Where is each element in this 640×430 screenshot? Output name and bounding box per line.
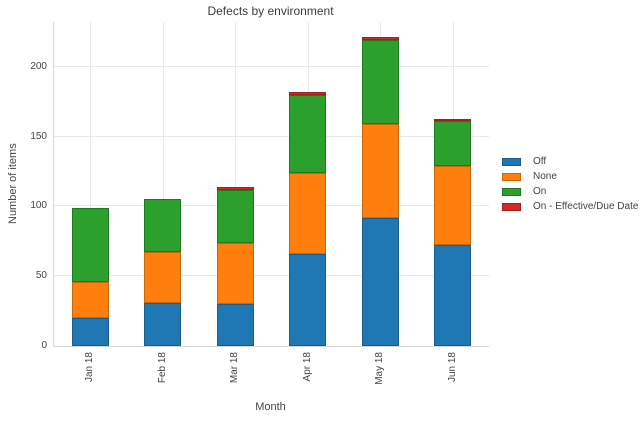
bar-segment[interactable]: [361, 123, 399, 218]
bar-segment[interactable]: [216, 242, 254, 305]
gridline-h: [54, 135, 489, 137]
x-tick-label: Mar 18: [229, 352, 241, 384]
bar-segment[interactable]: [434, 245, 472, 346]
chart-title: Defects by environment: [207, 4, 334, 18]
legend-item[interactable]: Off: [502, 156, 638, 168]
bar-segment[interactable]: [361, 217, 399, 346]
x-axis-title: Month: [255, 401, 286, 413]
bar-segment[interactable]: [144, 199, 182, 253]
legend-swatch: [502, 158, 521, 166]
bar-segment[interactable]: [144, 252, 182, 303]
plot-area: 0 50 100 150 200 Jan 18 Feb 18 Mar 18 Apr 18 May …: [30, 22, 489, 385]
x-tick-label: Jun 18: [446, 352, 458, 383]
bar-segment[interactable]: [216, 189, 254, 243]
y-tick-label: 100: [30, 200, 47, 212]
x-tick-label: Apr 18: [301, 352, 313, 382]
bar-segment[interactable]: [144, 302, 182, 346]
bar-segment[interactable]: [71, 318, 109, 346]
bar-segment[interactable]: [289, 253, 327, 346]
bar-segment[interactable]: [434, 165, 472, 246]
x-tick-label: Jan 18: [84, 352, 96, 383]
gridline-h: [54, 65, 489, 67]
bar-segment[interactable]: [434, 121, 472, 166]
y-tick-label: 0: [41, 340, 47, 351]
gridline-v: [235, 22, 237, 346]
legend-item[interactable]: On - Effective/Due Date: [502, 201, 638, 213]
bar-segment[interactable]: [216, 304, 254, 346]
legend-swatch: [502, 173, 521, 181]
y-tick-label: 200: [30, 60, 47, 72]
legend: Off None On On - Effective/Due Date: [502, 156, 638, 216]
y-tick-label: 50: [35, 270, 47, 282]
bar-segment[interactable]: [289, 172, 327, 254]
legend-label: None: [533, 171, 557, 182]
bar-segment[interactable]: [71, 281, 109, 319]
legend-label: Off: [533, 156, 547, 167]
bar-segment[interactable]: [361, 37, 399, 41]
legend-label: On: [533, 186, 547, 197]
legend-swatch: [502, 203, 521, 211]
bar-segment[interactable]: [216, 187, 254, 190]
legend-swatch: [502, 188, 521, 196]
gridline-v: [162, 22, 164, 346]
gridline-v: [90, 22, 92, 346]
x-tick-label: Feb 18: [156, 352, 168, 384]
bar-segment[interactable]: [289, 92, 327, 95]
legend-item[interactable]: On: [502, 186, 638, 198]
bar-segment[interactable]: [289, 94, 327, 173]
bar-segment[interactable]: [361, 40, 399, 124]
gridline-h: [54, 275, 489, 277]
y-tick-label: 150: [30, 130, 47, 142]
bar-segment[interactable]: [434, 118, 472, 122]
bar-segment[interactable]: [71, 207, 109, 282]
legend-label: On - Effective/Due Date: [533, 201, 639, 212]
legend-item[interactable]: None: [502, 171, 638, 183]
x-tick-label: May 18: [374, 352, 386, 385]
gridline-h: [54, 205, 489, 207]
